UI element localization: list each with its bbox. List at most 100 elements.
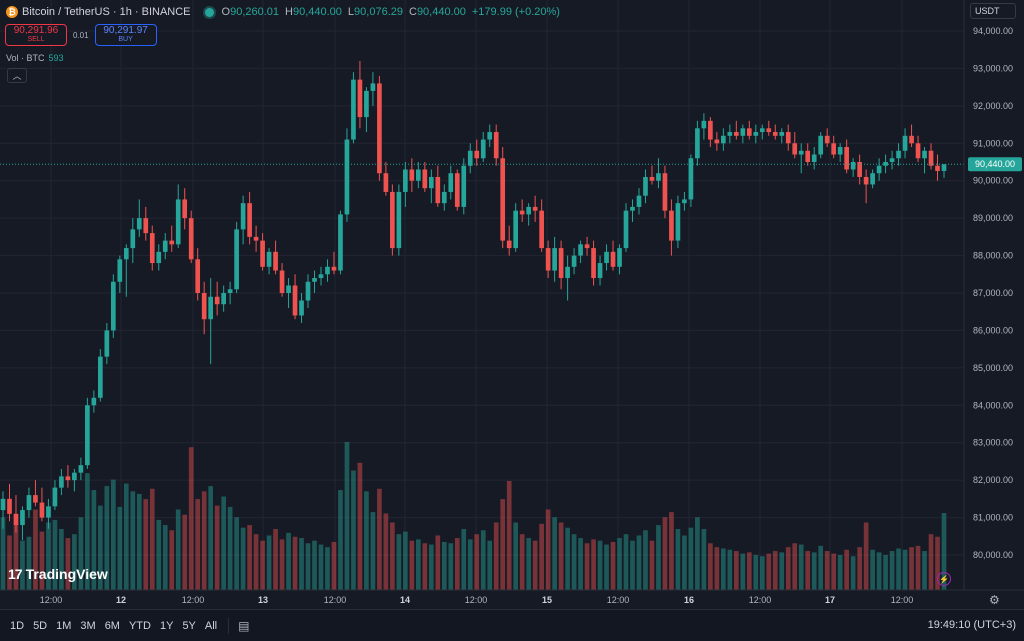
volume-bar	[714, 547, 720, 590]
volume-bar	[656, 525, 661, 590]
candle-body	[792, 143, 798, 155]
bitcoin-icon: ₿	[6, 6, 18, 18]
candle-body	[91, 397, 97, 406]
candle-body	[740, 128, 746, 136]
candle-body	[506, 240, 512, 249]
candle-body	[52, 487, 58, 507]
volume-bar	[669, 512, 674, 590]
candle-body	[539, 210, 544, 249]
logo-text: TradingView	[25, 566, 108, 582]
price-tick-label: 90,000.00	[973, 176, 1013, 186]
lightning-icon[interactable]: ⚡	[937, 572, 951, 586]
volume-bar	[766, 553, 772, 590]
time-tick-label: 16	[684, 595, 694, 605]
candle-body	[59, 476, 64, 488]
candle-body	[701, 120, 707, 129]
price-tick-label: 92,000.00	[973, 101, 1013, 111]
candle-body	[688, 158, 694, 200]
high-value: 90,440.00	[292, 6, 342, 18]
candle-body	[649, 176, 655, 181]
candle-body	[72, 472, 77, 481]
volume-bar	[922, 551, 927, 590]
time-tick-label: 12:00	[182, 595, 205, 605]
volume-bar	[480, 530, 486, 590]
candle-body	[39, 502, 45, 518]
volume-bar	[201, 491, 207, 590]
collapse-legend-button[interactable]: ︿	[7, 68, 27, 83]
volume-bar	[195, 499, 201, 590]
volume-bar	[584, 543, 590, 590]
currency-selector[interactable]: USDT	[970, 3, 1016, 19]
range-button-5y[interactable]: 5Y	[182, 619, 196, 632]
candle-body	[480, 139, 486, 159]
range-button-ytd[interactable]: YTD	[128, 619, 151, 632]
volume-bar	[721, 548, 726, 590]
volume-bar	[65, 538, 71, 590]
volume-bar	[428, 544, 434, 590]
range-button-1y[interactable]: 1Y	[159, 619, 174, 632]
clock[interactable]: 19:49:10 (UTC+3)	[927, 619, 1016, 631]
volume-bar	[357, 462, 363, 590]
volume-bar	[351, 470, 356, 590]
volume-bar	[208, 486, 214, 590]
candle-body	[695, 128, 700, 159]
volume-bar	[279, 539, 285, 590]
range-button-6m[interactable]: 6M	[104, 619, 120, 632]
price-chart[interactable]: 94,000.00 93,000.00 92,000.00 91,000.00 90,0…	[0, 0, 1024, 609]
toolbar-divider	[228, 617, 230, 634]
volume-bar	[156, 519, 162, 590]
range-button-1m[interactable]: 1M	[56, 619, 72, 632]
volume-bar	[422, 543, 428, 590]
candles	[0, 60, 947, 541]
candle-body	[779, 132, 785, 136]
symbol-title[interactable]: Bitcoin / TetherUS · 1h · BINANCE	[22, 6, 191, 18]
candle-body	[201, 293, 207, 320]
volume-bar	[889, 551, 895, 590]
volume-bar	[435, 535, 441, 590]
volume-bar	[169, 530, 175, 590]
price-tick-label: 86,000.00	[973, 325, 1013, 335]
last-price-label: 90,440.00	[968, 157, 1022, 172]
range-button-all[interactable]: All	[204, 619, 218, 632]
time-tick-label: 12:00	[40, 595, 63, 605]
volume-bar	[708, 543, 713, 590]
volume-bar	[266, 535, 272, 590]
candle-body	[318, 274, 324, 279]
candle-body	[889, 158, 895, 162]
volume-bar	[377, 488, 382, 590]
volume-bar	[461, 528, 467, 590]
volume-bar	[253, 534, 259, 590]
volume-bar	[26, 536, 32, 590]
buy-button[interactable]: 90,291.97 BUY	[94, 24, 157, 46]
range-button-5d[interactable]: 5D	[33, 619, 48, 632]
volume-bar	[98, 505, 103, 590]
range-button-3m[interactable]: 3M	[80, 619, 96, 632]
price-tick-label: 93,000.00	[973, 63, 1013, 73]
candle-body	[428, 176, 434, 189]
calendar-goto-icon[interactable]: ▤	[238, 618, 250, 633]
tradingview-logo[interactable]: 17 TradingView	[8, 566, 108, 582]
candle-body	[33, 495, 38, 503]
gear-icon[interactable]: ⚙	[989, 593, 1000, 607]
volume-bar	[526, 538, 531, 590]
candle-body	[935, 165, 940, 171]
volume-bar	[759, 556, 765, 590]
volume-bar	[928, 534, 934, 590]
sell-label: SELL	[27, 36, 45, 43]
candle-body	[604, 251, 609, 264]
volume-bar	[831, 553, 837, 590]
candle-body	[416, 169, 421, 181]
range-button-1d[interactable]: 1D	[10, 619, 25, 632]
price-tick-label: 87,000.00	[973, 288, 1013, 298]
volume-bar	[396, 534, 402, 590]
candle-body	[149, 233, 155, 264]
candle-body	[260, 240, 265, 267]
candle-body	[766, 128, 772, 133]
last-price-text: 90,440.00	[975, 159, 1015, 169]
sell-button[interactable]: 90,291.96 SELL	[5, 24, 67, 46]
volume-bar	[675, 528, 681, 590]
volume-bar	[597, 540, 603, 590]
time-tick-label: 12:00	[324, 595, 347, 605]
candle-body	[746, 128, 752, 136]
market-open-icon	[204, 7, 214, 17]
